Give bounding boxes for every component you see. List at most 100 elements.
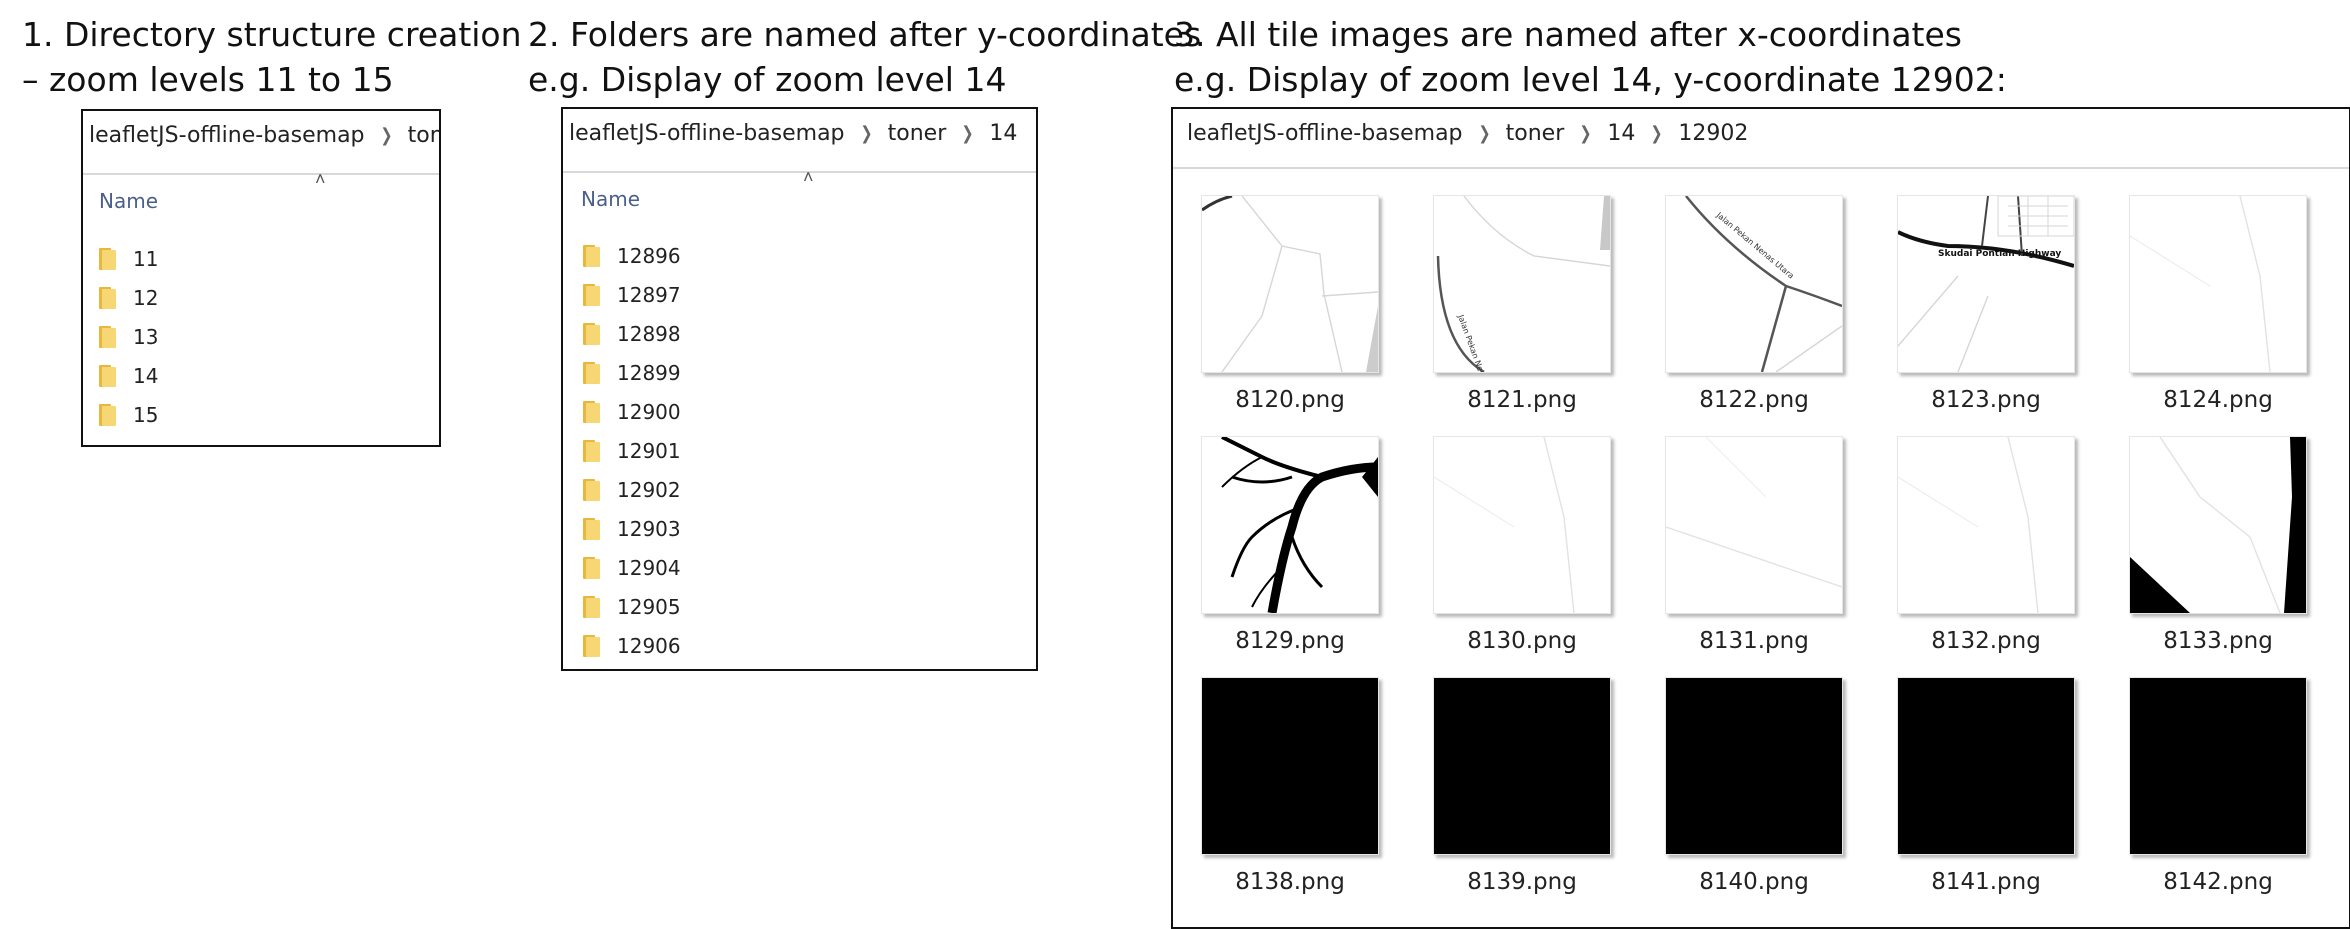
folder-item[interactable]: 14 xyxy=(99,356,158,395)
tile-thumbnail xyxy=(1897,677,2075,855)
map-road-label: Jalan Pekan Nenas Utara xyxy=(1714,210,1796,281)
folder-item[interactable]: 12905 xyxy=(583,587,681,626)
folder-name: 11 xyxy=(133,246,159,271)
sort-up-icon: ˄ xyxy=(803,167,814,187)
tile-thumbnail xyxy=(2129,195,2307,373)
folder-item[interactable]: 12897 xyxy=(583,275,681,314)
folder-name: 13 xyxy=(133,324,159,349)
folder-icon xyxy=(583,634,601,657)
step1-caption: 1. Directory structure creation – zoom l… xyxy=(22,12,522,102)
folder-icon xyxy=(583,400,601,423)
folder-item[interactable]: 12 xyxy=(99,278,158,317)
folder-item[interactable]: 11 xyxy=(99,239,158,278)
folder-item[interactable]: 12906 xyxy=(583,626,681,665)
divider xyxy=(563,171,1036,173)
tile-filename: 8130.png xyxy=(1467,628,1577,654)
step1-explorer-panel: leafletJS-offline-basemap ❯ toner ˄ Name… xyxy=(81,109,441,447)
folder-item[interactable]: 12903 xyxy=(583,509,681,548)
tile-filename: 8141.png xyxy=(1931,869,2041,895)
divider xyxy=(83,173,439,175)
folder-icon xyxy=(583,478,601,501)
tile-file[interactable]: 8120.png xyxy=(1201,195,1379,413)
folder-item[interactable]: 15 xyxy=(99,395,158,434)
folder-item[interactable]: 13 xyxy=(99,317,158,356)
tile-thumbnail xyxy=(1433,436,1611,614)
tile-thumbnail xyxy=(2129,677,2307,855)
folder-icon xyxy=(99,325,117,348)
folder-item[interactable]: 12902 xyxy=(583,470,681,509)
tile-file[interactable]: 8141.png xyxy=(1897,677,2075,895)
breadcrumb-item[interactable]: leafletJS-offline-basemap xyxy=(89,122,365,148)
tile-file[interactable]: 8129.png xyxy=(1201,436,1379,654)
tile-thumbnail xyxy=(1433,677,1611,855)
tile-filename: 8139.png xyxy=(1467,869,1577,895)
column-header-name[interactable]: Name xyxy=(99,189,159,213)
folder-icon xyxy=(583,283,601,306)
tile-file[interactable]: 8139.png xyxy=(1433,677,1611,895)
breadcrumb-item[interactable]: leafletJS-offline-basemap xyxy=(569,120,845,146)
step3-caption: 3. All tile images are named after x-coo… xyxy=(1174,12,2007,102)
tile-file[interactable]: Jalan Pekan Nenas Utara 8122.png xyxy=(1665,195,1843,413)
tile-filename: 8122.png xyxy=(1699,387,1809,413)
tile-thumbnail xyxy=(1201,195,1379,373)
tile-file[interactable]: 8142.png xyxy=(2129,677,2307,895)
divider xyxy=(1173,167,2349,169)
breadcrumb-item[interactable]: 12902 xyxy=(1678,120,1749,146)
folder-name: 12899 xyxy=(617,360,681,385)
tile-filename: 8124.png xyxy=(2163,387,2273,413)
breadcrumb-item[interactable]: 14 xyxy=(1607,120,1636,146)
step1-subtitle: – zoom levels 11 to 15 xyxy=(22,60,394,99)
tile-file[interactable]: Jalan Pekan Nenas Utara 8121.png xyxy=(1433,195,1611,413)
tile-thumbnail xyxy=(1201,677,1379,855)
tile-file[interactable]: 8140.png xyxy=(1665,677,1843,895)
tile-thumbnail xyxy=(2129,436,2307,614)
tile-file[interactable]: 8133.png xyxy=(2129,436,2307,654)
folder-icon xyxy=(583,244,601,267)
folder-icon xyxy=(583,361,601,384)
breadcrumb[interactable]: leafletJS-offline-basemap ❯ toner ❯ 14 xyxy=(569,109,1017,157)
folder-icon xyxy=(583,595,601,618)
folder-icon xyxy=(583,322,601,345)
breadcrumb-item[interactable]: toner xyxy=(407,122,439,148)
folder-name: 12 xyxy=(133,285,159,310)
folder-item[interactable]: 12898 xyxy=(583,314,681,353)
tile-thumbnail: Jalan Pekan Nenas Utara xyxy=(1433,195,1611,373)
tile-file[interactable]: 8130.png xyxy=(1433,436,1611,654)
folder-name: 14 xyxy=(133,363,159,388)
folder-name: 12898 xyxy=(617,321,681,346)
tile-filename: 8129.png xyxy=(1235,628,1345,654)
folder-item[interactable]: 12899 xyxy=(583,353,681,392)
folder-item[interactable]: 12896 xyxy=(583,236,681,275)
map-highway-label: Skudai Pontian Highway xyxy=(1938,249,2061,259)
tile-file[interactable]: 8132.png xyxy=(1897,436,2075,654)
tile-file[interactable]: 8138.png xyxy=(1201,677,1379,895)
tile-filename: 8123.png xyxy=(1931,387,2041,413)
tile-filename: 8140.png xyxy=(1699,869,1809,895)
breadcrumb-item[interactable]: leafletJS-offline-basemap xyxy=(1187,120,1463,146)
column-header-name[interactable]: Name xyxy=(581,187,641,211)
tile-file[interactable]: 8131.png xyxy=(1665,436,1843,654)
tile-thumbnail: Skudai Pontian Highway xyxy=(1897,195,2075,373)
breadcrumb[interactable]: leafletJS-offline-basemap ❯ toner xyxy=(89,111,439,159)
step3-title: 3. All tile images are named after x-coo… xyxy=(1174,15,1962,54)
chevron-right-icon: ❯ xyxy=(860,122,873,144)
breadcrumb-item[interactable]: toner xyxy=(887,120,947,146)
folder-name: 12906 xyxy=(617,633,681,658)
tile-thumbnail xyxy=(1201,436,1379,614)
step3-subtitle: e.g. Display of zoom level 14, y-coordin… xyxy=(1174,60,2007,99)
breadcrumb-item[interactable]: toner xyxy=(1505,120,1565,146)
folder-item[interactable]: 12904 xyxy=(583,548,681,587)
tile-thumbnail: Jalan Pekan Nenas Utara xyxy=(1665,195,1843,373)
breadcrumb-item[interactable]: 14 xyxy=(989,120,1018,146)
folder-name: 15 xyxy=(133,402,159,427)
folder-name: 12903 xyxy=(617,516,681,541)
tile-file[interactable]: 8124.png xyxy=(2129,195,2307,413)
tile-thumbnail xyxy=(1665,677,1843,855)
breadcrumb[interactable]: leafletJS-offline-basemap ❯ toner ❯ 14 ❯… xyxy=(1187,109,1748,157)
tile-filename: 8138.png xyxy=(1235,869,1345,895)
folder-name: 12904 xyxy=(617,555,681,580)
folder-item[interactable]: 12901 xyxy=(583,431,681,470)
tile-file[interactable]: Skudai Pontian Highway 8123.png xyxy=(1897,195,2075,413)
folder-item[interactable]: 12900 xyxy=(583,392,681,431)
chevron-right-icon: ❯ xyxy=(1650,122,1663,144)
